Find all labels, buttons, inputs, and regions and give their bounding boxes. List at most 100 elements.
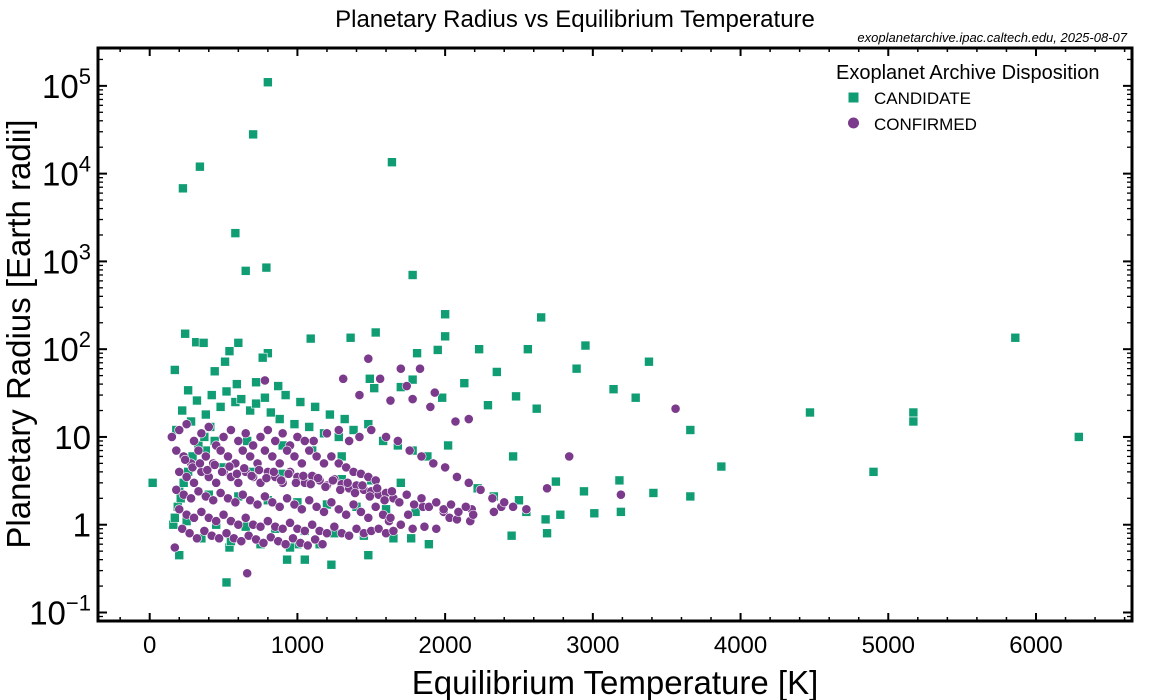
data-point-confirmed xyxy=(254,465,264,475)
data-point-confirmed xyxy=(196,428,207,439)
data-point-candidate xyxy=(263,77,273,88)
data-point-candidate xyxy=(192,395,202,406)
data-point-confirmed xyxy=(285,517,295,528)
data-point-confirmed xyxy=(237,445,248,456)
data-point-candidate xyxy=(240,266,251,276)
data-point-confirmed xyxy=(226,425,236,435)
data-point-confirmed xyxy=(224,461,235,472)
y-tick-label: 1 xyxy=(73,507,91,544)
data-point-confirmed xyxy=(488,506,499,517)
data-point-candidate xyxy=(147,478,158,488)
data-point-confirmed xyxy=(214,533,225,544)
data-point-confirmed xyxy=(296,458,307,469)
x-tick-label: 1000 xyxy=(271,632,324,659)
data-point-candidate xyxy=(1010,332,1021,343)
data-point-confirmed xyxy=(171,484,182,495)
data-point-confirmed xyxy=(262,516,273,526)
data-point-candidate xyxy=(339,414,350,424)
data-point-candidate xyxy=(644,356,654,367)
data-point-candidate xyxy=(1074,432,1084,442)
data-point-confirmed xyxy=(463,477,474,488)
data-points xyxy=(147,77,1084,588)
axis-ticks xyxy=(98,48,1132,622)
data-point-confirmed xyxy=(298,470,309,481)
data-point-confirmed xyxy=(215,445,226,456)
x-tick-label: 4000 xyxy=(714,632,767,659)
data-point-confirmed xyxy=(274,458,285,469)
data-point-confirmed xyxy=(193,486,204,497)
data-point-candidate xyxy=(299,554,310,565)
data-point-confirmed xyxy=(311,501,322,512)
data-point-confirmed xyxy=(217,466,227,477)
data-point-confirmed xyxy=(310,534,321,545)
data-point-confirmed xyxy=(233,477,244,488)
data-point-confirmed xyxy=(351,523,362,534)
data-point-confirmed xyxy=(184,528,195,539)
data-point-confirmed xyxy=(475,484,486,495)
data-point-confirmed xyxy=(333,504,344,515)
data-point-candidate xyxy=(908,407,919,418)
y-tick-label: 105 xyxy=(42,64,91,105)
data-point-confirmed xyxy=(218,432,229,442)
data-point-candidate xyxy=(424,539,434,549)
data-point-confirmed xyxy=(233,436,244,446)
data-point-candidate xyxy=(387,157,397,167)
data-point-confirmed xyxy=(317,539,328,550)
x-tick-label: 5000 xyxy=(862,632,915,659)
data-point-confirmed xyxy=(320,481,331,492)
chart-title: Planetary Radius vs Equilibrium Temperat… xyxy=(335,6,815,33)
data-point-candidate xyxy=(608,384,619,394)
data-point-confirmed xyxy=(468,509,479,520)
data-point-candidate xyxy=(180,328,190,339)
data-point-candidate xyxy=(908,416,919,427)
series-candidate xyxy=(147,77,1084,588)
data-point-confirmed xyxy=(242,568,253,579)
data-point-candidate xyxy=(579,486,589,497)
data-point-candidate xyxy=(348,425,359,435)
data-point-candidate xyxy=(685,425,696,435)
data-point-confirmed xyxy=(487,493,498,504)
data-point-confirmed xyxy=(181,419,192,430)
data-point-confirmed xyxy=(419,521,430,532)
y-tick-label: 103 xyxy=(42,239,91,280)
data-point-confirmed xyxy=(174,425,185,435)
data-point-confirmed xyxy=(262,425,273,435)
data-point-candidate xyxy=(412,348,422,358)
data-point-confirmed xyxy=(401,489,412,500)
data-point-confirmed xyxy=(307,519,318,530)
data-point-confirmed xyxy=(363,353,374,364)
data-point-confirmed xyxy=(189,436,199,446)
data-point-confirmed xyxy=(260,445,270,456)
data-point-confirmed xyxy=(322,528,332,539)
data-point-confirmed xyxy=(245,451,256,462)
data-point-confirmed xyxy=(313,473,323,483)
y-tick-label: 10−1 xyxy=(29,590,91,631)
data-point-candidate xyxy=(289,419,300,429)
data-point-confirmed xyxy=(429,387,440,398)
data-point-candidate xyxy=(345,332,356,343)
data-point-candidate xyxy=(716,461,727,472)
data-point-candidate xyxy=(261,262,272,273)
data-point-candidate xyxy=(195,161,205,172)
data-point-confirmed xyxy=(564,451,575,462)
data-point-confirmed xyxy=(230,497,241,508)
data-point-confirmed xyxy=(319,506,329,517)
data-point-candidate xyxy=(280,390,291,400)
data-point-candidate xyxy=(325,409,335,420)
data-point-confirmed xyxy=(356,506,366,517)
data-point-confirmed xyxy=(291,477,301,488)
data-point-confirmed xyxy=(521,504,532,515)
data-point-confirmed xyxy=(274,501,285,512)
data-point-confirmed xyxy=(189,477,199,488)
data-point-confirmed xyxy=(364,491,375,502)
data-point-confirmed xyxy=(195,458,205,469)
data-point-confirmed xyxy=(508,501,518,512)
data-point-confirmed xyxy=(174,466,185,477)
data-point-candidate xyxy=(260,392,270,403)
data-point-confirmed xyxy=(282,445,292,456)
data-point-confirmed xyxy=(236,536,247,547)
data-point-confirmed xyxy=(299,526,310,536)
data-point-confirmed xyxy=(258,538,269,548)
data-point-candidate xyxy=(406,533,416,544)
data-point-candidate xyxy=(206,390,217,400)
